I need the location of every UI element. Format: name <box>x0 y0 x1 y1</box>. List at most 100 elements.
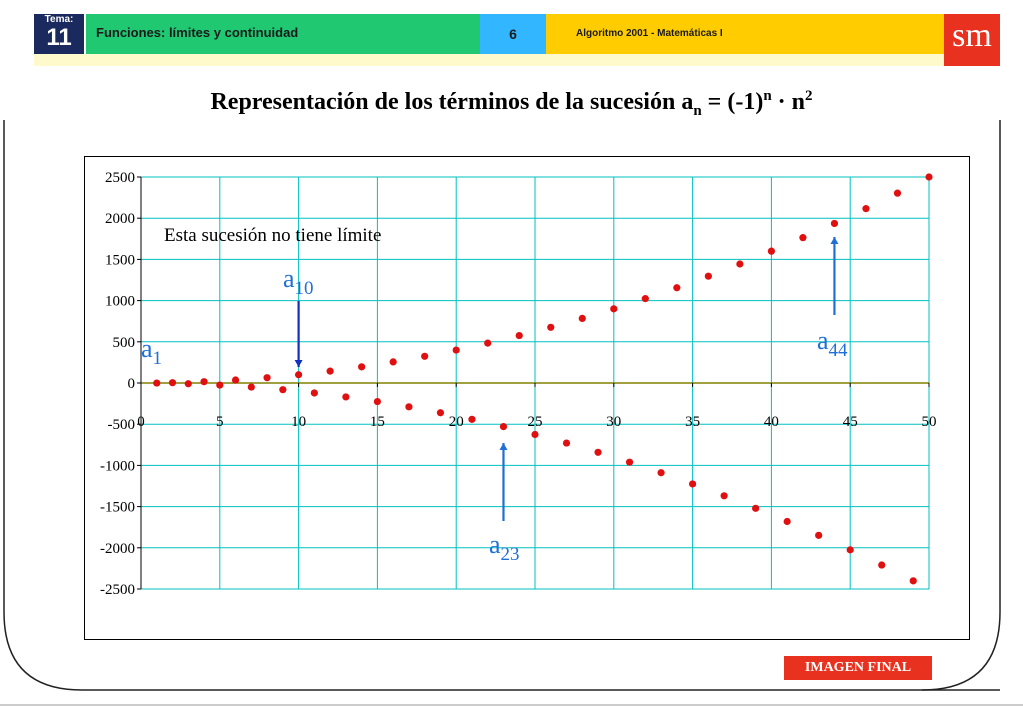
tema-badge: Tema: 11 <box>34 14 84 54</box>
sm-logo-text: sm <box>952 17 992 54</box>
data-points <box>153 173 933 585</box>
data-point <box>184 380 192 388</box>
tema-number: 11 <box>46 24 72 51</box>
data-point <box>862 205 870 213</box>
x-tick-label: 10 <box>291 414 306 430</box>
data-point <box>641 295 649 303</box>
data-point <box>310 389 318 397</box>
y-tick-labels: 2500 2000 1500 1000 500 0 -500 -1000 -1500 -2000 -… <box>100 170 141 598</box>
data-point <box>279 386 287 394</box>
data-point <box>168 379 177 387</box>
data-point <box>909 577 917 585</box>
sm-logo: sm <box>944 14 1000 66</box>
data-point <box>405 403 413 411</box>
term-label: a1 <box>141 334 162 369</box>
y-tick-label: 2000 <box>105 211 135 227</box>
y-tick-label: -2000 <box>100 541 135 557</box>
y-tick-label: 2500 <box>105 170 135 186</box>
data-point <box>720 492 728 500</box>
arrow-head <box>830 237 839 244</box>
x-tick-label: 30 <box>606 414 621 430</box>
publisher-line: Algoritmo 2001 - Matemáticas I <box>576 28 723 39</box>
x-tick-label: 0 <box>137 414 145 430</box>
data-point <box>373 397 381 406</box>
title-sup1: n <box>763 88 772 104</box>
data-point <box>531 430 539 439</box>
term-label: a23 <box>489 530 520 565</box>
data-point <box>767 247 776 255</box>
topic-banner: Funciones: límites y continuidad <box>86 14 480 54</box>
data-point <box>830 219 839 228</box>
y-tick-label: -1000 <box>100 458 135 474</box>
term-label: a44 <box>817 326 848 361</box>
final-image-badge: IMAGEN FINAL <box>784 656 932 680</box>
page-number: 6 <box>509 26 517 42</box>
page-number-box: 6 <box>480 14 546 54</box>
data-point <box>594 448 602 456</box>
header-bar: Tema: 11 Funciones: límites y continuida… <box>0 0 1023 67</box>
data-point <box>673 284 681 292</box>
data-point <box>878 561 886 569</box>
data-point <box>358 363 366 371</box>
data-point <box>893 189 902 197</box>
title-dot: · n <box>771 89 806 115</box>
arrow-head <box>499 443 508 450</box>
data-point <box>231 376 240 384</box>
data-point <box>499 422 508 431</box>
data-point <box>200 378 208 386</box>
x-tick-label: 50 <box>922 414 937 430</box>
data-point <box>468 415 476 423</box>
data-point <box>657 469 665 477</box>
data-point <box>783 517 791 526</box>
chart-container: 2500 2000 1500 1000 500 0 -500 -1000 -1500 -2000-… <box>84 156 970 640</box>
y-tick-label: 0 <box>128 376 136 392</box>
x-tick-label: 35 <box>685 414 700 430</box>
data-point <box>452 346 460 354</box>
slide-title: Representación de los términos de la suc… <box>0 88 1023 120</box>
x-tick-label: 45 <box>843 414 858 430</box>
x-tick-label: 15 <box>370 414 385 430</box>
data-point <box>342 393 350 401</box>
topic-title: Funciones: límites y continuidad <box>96 25 299 40</box>
data-point <box>846 546 854 554</box>
data-point <box>389 358 397 366</box>
x-tick-labels: 0 5 10 15 20 25 30 35 40 45 50 <box>137 383 937 430</box>
data-point <box>704 272 712 280</box>
data-point <box>578 314 586 322</box>
frame-left-curve <box>3 120 1000 691</box>
title-mid: = (-1) <box>701 89 764 115</box>
data-point <box>216 381 224 389</box>
y-tick-label: 1000 <box>105 294 135 310</box>
y-tick-label: 1500 <box>105 252 135 268</box>
data-point <box>736 260 744 268</box>
data-point <box>610 305 618 313</box>
data-point <box>421 352 429 360</box>
header-strip <box>34 54 944 66</box>
data-point <box>484 339 492 347</box>
data-point <box>547 323 555 331</box>
publisher-banner: Algoritmo 2001 - Matemáticas I <box>546 14 944 54</box>
no-limit-note: Esta sucesión no tiene límite <box>164 225 381 246</box>
data-point <box>247 383 255 391</box>
scatter-chart: 25002000150010005000-500-1000-1500-2000-… <box>100 170 937 598</box>
tema-label: Tema: <box>44 14 74 25</box>
y-tick-label: -500 <box>108 417 136 433</box>
frame-right-curve <box>921 120 1001 691</box>
data-point <box>799 234 807 242</box>
data-point <box>153 379 161 387</box>
data-point <box>295 371 303 379</box>
data-point <box>515 331 523 340</box>
y-tick-label: -1500 <box>100 500 135 516</box>
x-tick-label: 40 <box>764 414 779 430</box>
data-point <box>815 531 823 539</box>
title-sup2: 2 <box>805 88 813 104</box>
data-point <box>925 173 933 181</box>
data-point <box>752 504 760 512</box>
arrow-head <box>294 360 303 367</box>
x-tick-label: 25 <box>528 414 543 430</box>
data-point <box>436 409 445 417</box>
data-point <box>689 480 697 488</box>
term-label: a10 <box>283 264 314 299</box>
data-point <box>625 458 634 466</box>
